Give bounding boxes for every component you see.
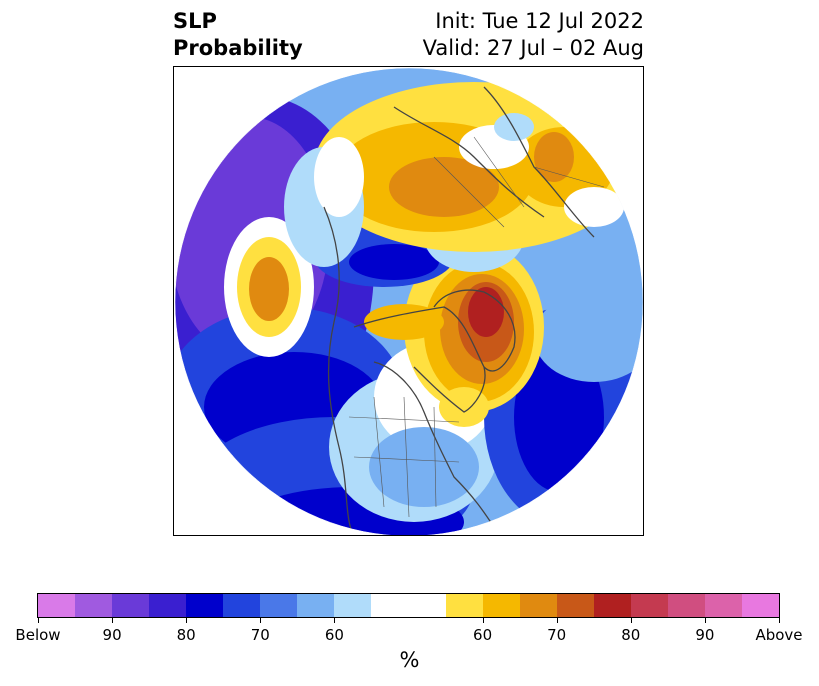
colorbar-segment [334,594,372,617]
borders [348,136,605,518]
colorbar-segment [297,594,335,617]
colorbar-segment [260,594,298,617]
colorbar-tick-label: 90 [695,626,715,644]
chart-dates: Init: Tue 12 Jul 2022 Valid: 27 Jul – 02… [423,8,644,62]
colorbar-segment [445,594,483,617]
colorbar-tick-label: Below [15,626,61,644]
colorbar-tick-label: 60 [473,626,493,644]
colorbar-tick [38,618,39,623]
colorbar-segment [186,594,224,617]
colorbar [37,593,780,618]
valid-range: Valid: 27 Jul – 02 Aug [422,36,644,60]
colorbar-segment [556,594,594,617]
colorbar-tick-label: 70 [250,626,270,644]
colorbar-tick-label: 60 [324,626,344,644]
colorbar-segment [519,594,557,617]
colorbar-tick-label: 90 [102,626,122,644]
colorbar-segment [482,594,520,617]
init-date: Init: Tue 12 Jul 2022 [435,9,644,33]
title-line-2: Probability [173,36,303,60]
colorbar-labels: Below 90 80 70 60 60 70 80 90 Above [15,626,802,646]
probability-map [174,67,643,535]
colorbar-tick [779,618,780,623]
colorbar-tick-label: 80 [176,626,196,644]
colorbar-tick [630,618,632,623]
colorbar-segment [38,594,76,617]
colorbar-segment [667,594,705,617]
colorbar-tick [260,618,262,623]
colorbar-tick [334,618,336,623]
colorbar-segment [593,594,631,617]
colorbar-segment [408,594,446,617]
colorbar-tick-label: 80 [621,626,641,644]
colorbar-tick [482,618,484,623]
colorbar-segment [149,594,187,617]
coastlines [323,86,595,535]
colorbar-tick [112,618,114,623]
colorbar-tick [556,618,558,623]
colorbar-tick [186,618,188,623]
colorbar-tick-label: Above [755,626,803,644]
colorbar-segment [630,594,668,617]
colorbar-unit: % [399,648,420,672]
map-panel [173,66,644,536]
colorbar-segment [112,594,150,617]
colorbar-segment [223,594,261,617]
title-line-1: SLP [173,9,217,33]
colorbar-segment [75,594,113,617]
colorbar-segment [371,594,409,617]
colorbar-tick [704,618,706,623]
colorbar-tick-label: 70 [547,626,567,644]
chart-title: SLP Probability [173,8,303,62]
colorbar-segment [704,594,742,617]
colorbar-segment [741,594,779,617]
eurasia-above-anomaly [314,82,634,252]
greenland-above-anomaly [364,242,544,427]
